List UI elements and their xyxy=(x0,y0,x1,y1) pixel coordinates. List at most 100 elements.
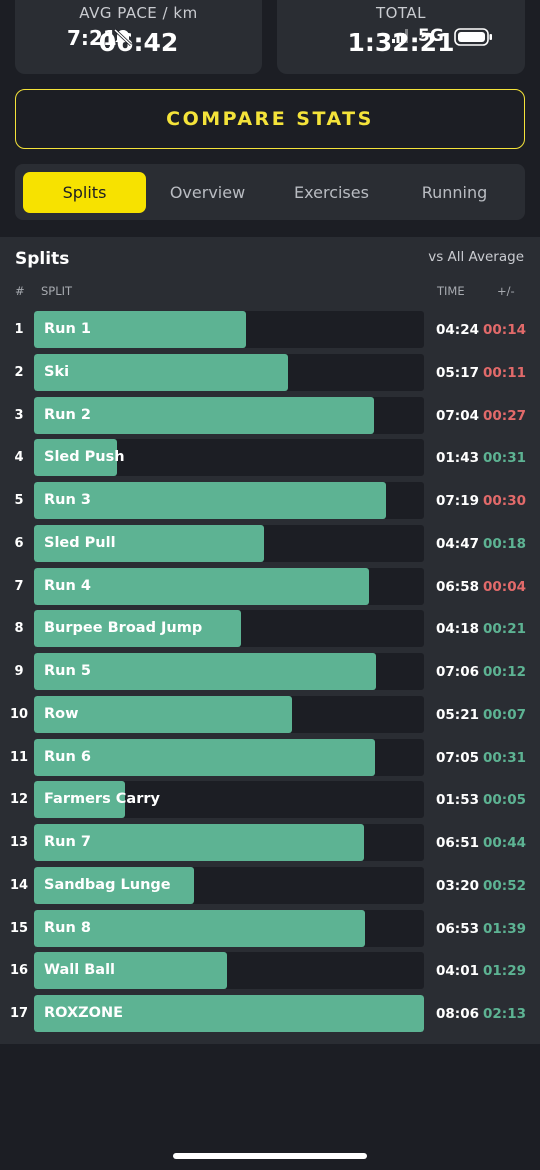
section-tabs: Splits Overview Exercises Running xyxy=(15,164,525,220)
split-bar-track xyxy=(34,995,424,1032)
split-delta: 02:13 xyxy=(483,1006,526,1022)
network-type: 5G xyxy=(418,26,444,46)
split-row[interactable]: 6 Sled Pull 04:47 00:18 xyxy=(0,524,540,563)
split-number: 16 xyxy=(9,963,29,979)
split-name: ROXZONE xyxy=(44,1005,124,1021)
split-number: 4 xyxy=(14,450,24,466)
split-bar-track xyxy=(34,396,424,434)
split-name: Ski xyxy=(44,363,70,380)
split-name: Run 6 xyxy=(44,748,91,765)
splits-title: Splits xyxy=(15,249,70,269)
split-delta: 00:05 xyxy=(483,792,526,809)
split-delta: 00:31 xyxy=(483,450,526,467)
split-row[interactable]: 13 Run 7 06:51 00:44 xyxy=(0,824,540,862)
split-delta: 00:14 xyxy=(483,322,526,338)
split-row[interactable]: 8 Burpee Broad Jump 04:18 00:21 xyxy=(0,610,540,648)
split-time: 04:24 xyxy=(436,322,479,338)
split-delta: 00:07 xyxy=(483,706,526,723)
split-row[interactable]: 1 Run 1 04:24 00:14 xyxy=(0,311,540,349)
status-time: 7:21 xyxy=(67,26,117,50)
split-time: 06:53 xyxy=(436,920,479,937)
tab-exercises[interactable]: Exercises xyxy=(294,183,369,202)
split-bar-track xyxy=(34,353,424,391)
split-bar-fill xyxy=(34,653,376,690)
split-time: 05:17 xyxy=(436,364,479,381)
split-row[interactable]: 4 Sled Push 01:43 00:31 xyxy=(0,439,540,477)
split-number: 10 xyxy=(9,706,29,722)
split-bar-track xyxy=(34,695,424,733)
split-bar-track xyxy=(34,952,424,990)
split-bar-fill xyxy=(34,909,365,947)
split-name: Sled Pull xyxy=(44,534,116,551)
split-number: 17 xyxy=(9,1006,29,1021)
split-row[interactable]: 11 Run 6 07:05 00:31 xyxy=(0,738,540,777)
split-row[interactable]: 2 Ski 05:17 00:11 xyxy=(0,353,540,392)
split-delta: 00:11 xyxy=(483,364,526,381)
split-time: 04:18 xyxy=(436,621,479,638)
split-delta: 00:18 xyxy=(483,535,526,552)
splits-panel: Splits vs All Average # SPLIT TIME +/- 1… xyxy=(0,237,540,1044)
split-name: Burpee Broad Jump xyxy=(44,620,203,637)
split-bar-track xyxy=(34,482,424,519)
split-bar-fill xyxy=(34,781,125,819)
split-time: 07:19 xyxy=(436,493,479,509)
col-header-split: SPLIT xyxy=(41,284,73,298)
tab-overview[interactable]: Overview xyxy=(169,183,246,202)
split-name: Row xyxy=(44,705,79,722)
split-bar-fill xyxy=(34,952,227,990)
split-time: 05:21 xyxy=(436,706,479,723)
split-row[interactable]: 14 Sandbag Lunge 03:20 00:52 xyxy=(0,866,540,905)
split-bar-track xyxy=(34,311,424,348)
split-row[interactable]: 17 ROXZONE 08:06 02:13 xyxy=(0,995,540,1033)
split-bar-track xyxy=(34,567,424,605)
split-delta: 00:12 xyxy=(483,664,526,680)
split-bar-fill xyxy=(34,738,375,776)
split-bar-fill xyxy=(34,995,424,1032)
split-delta: 00:04 xyxy=(483,578,526,595)
avg-pace-value: 06:42 xyxy=(98,28,179,57)
home-indicator[interactable] xyxy=(173,1153,367,1159)
split-bar-track xyxy=(34,738,424,776)
compare-stats-button[interactable]: COMPARE STATS xyxy=(15,89,525,149)
split-row[interactable]: 12 Farmers Carry 01:53 00:05 xyxy=(0,781,540,819)
split-name: Run 1 xyxy=(44,321,91,337)
split-bar-track xyxy=(34,909,424,947)
comparison-selector[interactable]: vs All Average xyxy=(428,249,524,265)
split-row[interactable]: 15 Run 8 06:53 01:39 xyxy=(0,909,540,948)
split-row[interactable]: 5 Run 3 07:19 00:30 xyxy=(0,482,540,520)
split-row[interactable]: 3 Run 2 07:04 00:27 xyxy=(0,396,540,435)
split-time: 07:06 xyxy=(436,664,479,680)
col-header-delta: +/- xyxy=(497,284,515,298)
split-number: 1 xyxy=(14,322,24,337)
split-row[interactable]: 7 Run 4 06:58 00:04 xyxy=(0,567,540,606)
split-delta: 00:44 xyxy=(483,835,526,851)
split-bar-track xyxy=(34,439,424,477)
split-number: 12 xyxy=(9,792,29,808)
split-bar-track xyxy=(34,653,424,690)
split-time: 06:58 xyxy=(436,578,479,595)
split-time: 07:04 xyxy=(436,407,479,424)
split-bar-fill xyxy=(34,311,246,348)
split-number: 6 xyxy=(14,535,24,551)
mute-icon xyxy=(113,28,133,46)
tab-splits[interactable]: Splits xyxy=(23,172,146,213)
split-bar-fill xyxy=(34,353,288,391)
split-number: 13 xyxy=(9,835,29,850)
battery-icon xyxy=(454,28,492,46)
tab-running[interactable]: Running xyxy=(421,183,488,202)
split-row[interactable]: 16 Wall Ball 04:01 01:29 xyxy=(0,952,540,990)
split-delta: 00:52 xyxy=(483,877,526,894)
split-row[interactable]: 9 Run 5 07:06 00:12 xyxy=(0,653,540,691)
split-bar-fill xyxy=(34,482,386,519)
avg-pace-card: AVG PACE / km 06:42 xyxy=(15,0,262,74)
split-time: 06:51 xyxy=(436,835,479,851)
split-number: 3 xyxy=(14,407,24,423)
split-bar-fill xyxy=(34,610,241,648)
split-bar-fill xyxy=(34,439,117,477)
split-delta: 00:30 xyxy=(483,493,526,509)
split-bar-fill xyxy=(34,524,264,562)
split-name: Run 2 xyxy=(44,406,91,423)
split-name: Sled Push xyxy=(44,449,125,466)
split-row[interactable]: 10 Row 05:21 00:07 xyxy=(0,695,540,734)
split-name: Wall Ball xyxy=(44,962,116,979)
